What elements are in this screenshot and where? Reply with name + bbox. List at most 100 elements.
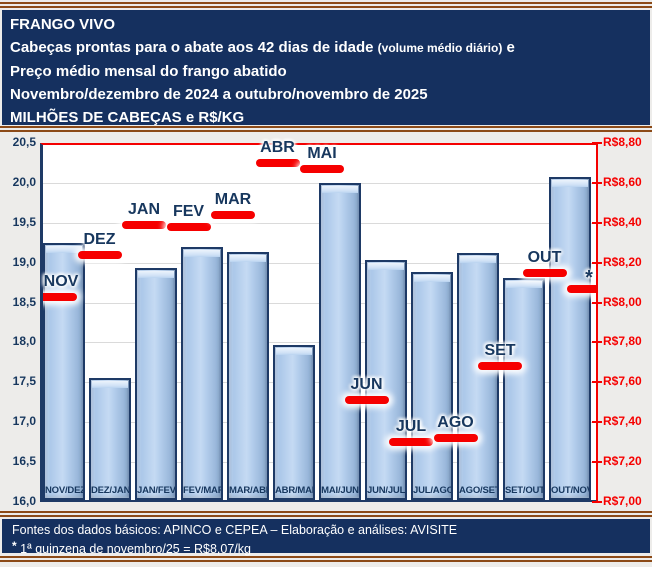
header-subtitle-1: Cabeças prontas para o abate aos 42 dias… [10,39,515,56]
header-panel: FRANGO VIVO Cabeças prontas para o abate… [2,10,650,126]
y-axis-label-left: 19,0 [12,254,36,269]
bar-label: OUT/NOV [551,484,589,496]
bar-bevel [184,249,220,257]
price-dash [522,268,567,277]
axis-tick [592,261,602,264]
bar: MAI/JUN [319,182,361,500]
bar-label: SET/OUT [505,484,543,496]
header-period: Novembro/dezembro de 2024 a outubro/nove… [10,86,428,103]
bar-bevel [414,275,450,283]
axis-tick [592,142,602,144]
y-axis-label-right: R$7,00 [603,494,642,508]
bar-label: MAI/JUN [321,484,359,496]
bar-bevel [506,280,542,288]
divider-rule-header-2 [0,130,652,132]
price-month-label: ABR [260,138,295,156]
price-month-label: FEV [172,202,205,220]
bar-bevel [46,245,82,253]
divider-rule-bottom-1 [0,556,652,558]
price-dash [300,164,344,173]
price-month-label: MAR [214,190,252,208]
bar-bevel [92,381,128,389]
bar: MAR/ABR [227,252,269,500]
price-month-label: JAN [127,200,160,218]
bar-label: AGO/SET [459,484,497,496]
price-dash [166,222,211,231]
y-axis-label-right: R$7,20 [603,454,642,469]
bar-label: JAN/FEV [137,484,175,496]
bar: FEV/MAR [181,246,223,500]
axis-tick [592,461,602,464]
bar: NOV/DEZ [43,242,85,500]
footnote-star: * [12,539,17,553]
divider-rule-footer-2 [0,515,652,517]
plot-area: NOV/DEZ DEZ/JAN JAN/FEV FEV/MAR MAR/ABR ABR/M… [40,143,598,502]
header-subtitle-2: Preço médio mensal do frango abatido [10,63,287,80]
divider-rule-header-1 [0,126,652,128]
bar-label: DEZ/JAN [91,484,129,496]
price-month-label: NOV [43,272,79,290]
page-title: FRANGO VIVO [10,16,116,33]
y-axis-label-left: 18,5 [12,294,36,309]
y-axis-label-right: R$7,60 [603,374,642,389]
y-axis-label-right: R$8,40 [603,214,642,229]
bar-bevel [460,256,496,264]
bar-label: MAR/ABR [229,484,267,496]
y-axis-label-left: 17,5 [12,374,36,389]
y-axis-label-left: 18,0 [12,334,36,349]
bar-bevel [322,185,358,193]
bar-bevel [552,180,588,188]
divider-rule-bottom-2 [0,560,652,562]
y-axis-label-left: 19,5 [12,214,36,229]
price-dash [389,438,433,447]
price-dash [122,220,166,229]
axis-tick [592,381,602,384]
price-dash [478,362,522,371]
y-axis-label-left: 16,0 [12,494,36,508]
y-axis-label-left: 16,5 [12,454,36,469]
price-month-label: * [585,266,593,289]
y-axis-label-right: R$8,60 [603,174,642,189]
bar-label: ABR/MAI [275,484,313,496]
price-month-label: MAI [307,144,337,162]
y-axis-label-left: 20,0 [12,174,36,189]
price-dash [255,158,300,167]
divider-rule-footer-1 [0,511,652,513]
bar: OUT/NOV [549,177,591,500]
price-month-label: JUL [395,418,427,436]
price-dash [433,434,478,443]
price-month-label: JUN [350,376,383,394]
bar-label: JUN/JUL [367,484,405,496]
bar: JAN/FEV [135,268,177,500]
bar-label: JUL/AGO [413,484,451,496]
bar-label: FEV/MAR [183,484,221,496]
axis-tick [592,421,602,424]
sources-note: Fontes dos dados básicos: APINCO e CEPEA… [12,523,458,537]
price-month-label: AGO [437,414,474,432]
y-axis-label-right: R$7,40 [603,414,642,429]
bar: JUL/AGO [411,272,453,500]
bar-bevel [138,271,174,279]
bar: ABR/MAI [273,344,315,500]
y-axis-label-right: R$8,80 [603,135,642,149]
bar-bevel [230,255,266,263]
price-dash [344,396,389,405]
axis-tick [592,341,602,344]
price-dash [77,250,122,259]
header-units: MILHÕES DE CABEÇAS e R$/KG [10,109,245,126]
footnote: * 1ª quinzena de novembro/25 = R$8,07/kg [12,539,251,556]
bar: JUN/JUL [365,260,407,500]
price-month-label: SET [484,342,516,360]
price-dash [43,292,77,301]
axis-tick [592,301,602,304]
y-axis-label-left: 17,0 [12,414,36,429]
y-axis-label-right: R$8,20 [603,254,642,269]
price-dash [567,284,596,293]
divider-rule-top-1 [0,2,652,4]
bar-bevel [368,263,404,271]
bar-bevel [276,347,312,355]
divider-rule-top-2 [0,6,652,8]
bar: SET/OUT [503,277,545,500]
